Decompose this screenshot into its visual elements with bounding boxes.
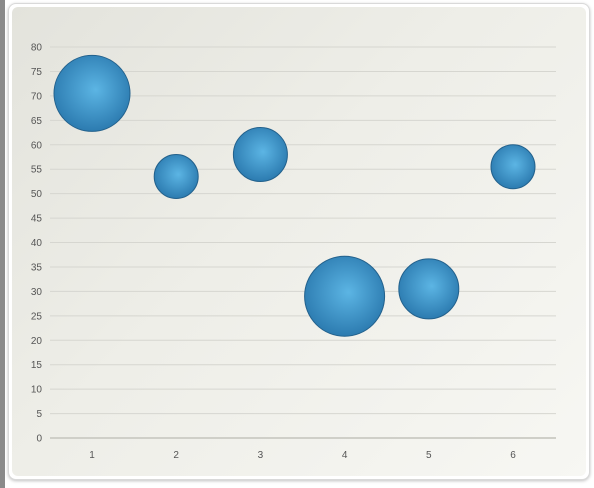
bubble-point-3[interactable]: [232, 127, 288, 183]
y-tick-label: 15: [31, 360, 43, 371]
x-tick-label: 2: [173, 450, 179, 461]
y-tick-label: 5: [36, 409, 42, 420]
y-axis-tick-labels: 0 5 10 15 20 25 30 35 40 45 50 55 60 65 70 75 80: [31, 43, 43, 445]
bubble-series: [53, 54, 536, 337]
x-tick-label: 4: [342, 450, 348, 461]
y-tick-label: 50: [31, 189, 43, 200]
window-edge: [0, 0, 5, 488]
y-tick-label: 45: [31, 214, 43, 225]
y-tick-label: 20: [31, 336, 43, 347]
y-tick-label: 55: [31, 165, 43, 176]
y-tick-label: 10: [31, 385, 43, 396]
x-tick-label: 1: [89, 450, 95, 461]
y-tick-label: 80: [31, 43, 43, 54]
x-axis-tick-labels: 1 2 3 4 5 6: [89, 450, 516, 461]
y-tick-label: 0: [36, 434, 42, 445]
y-tick-label: 65: [31, 116, 43, 127]
bubble-point-4[interactable]: [304, 255, 386, 337]
bubble-point-6[interactable]: [490, 144, 536, 190]
grid-lines: [50, 46, 556, 439]
x-tick-label: 3: [258, 450, 264, 461]
bubble-point-1[interactable]: [53, 54, 131, 132]
y-tick-label: 30: [31, 287, 43, 298]
y-tick-label: 75: [31, 67, 43, 78]
x-tick-label: 5: [426, 450, 432, 461]
y-tick-label: 70: [31, 91, 43, 102]
x-tick-label: 6: [510, 450, 516, 461]
chart-frame: [8, 3, 590, 480]
y-tick-label: 25: [31, 311, 43, 322]
bubble-point-5[interactable]: [398, 258, 460, 320]
y-tick-label: 35: [31, 262, 43, 273]
y-tick-label: 40: [31, 238, 43, 249]
bubble-point-2[interactable]: [153, 154, 199, 200]
y-tick-label: 60: [31, 140, 43, 151]
